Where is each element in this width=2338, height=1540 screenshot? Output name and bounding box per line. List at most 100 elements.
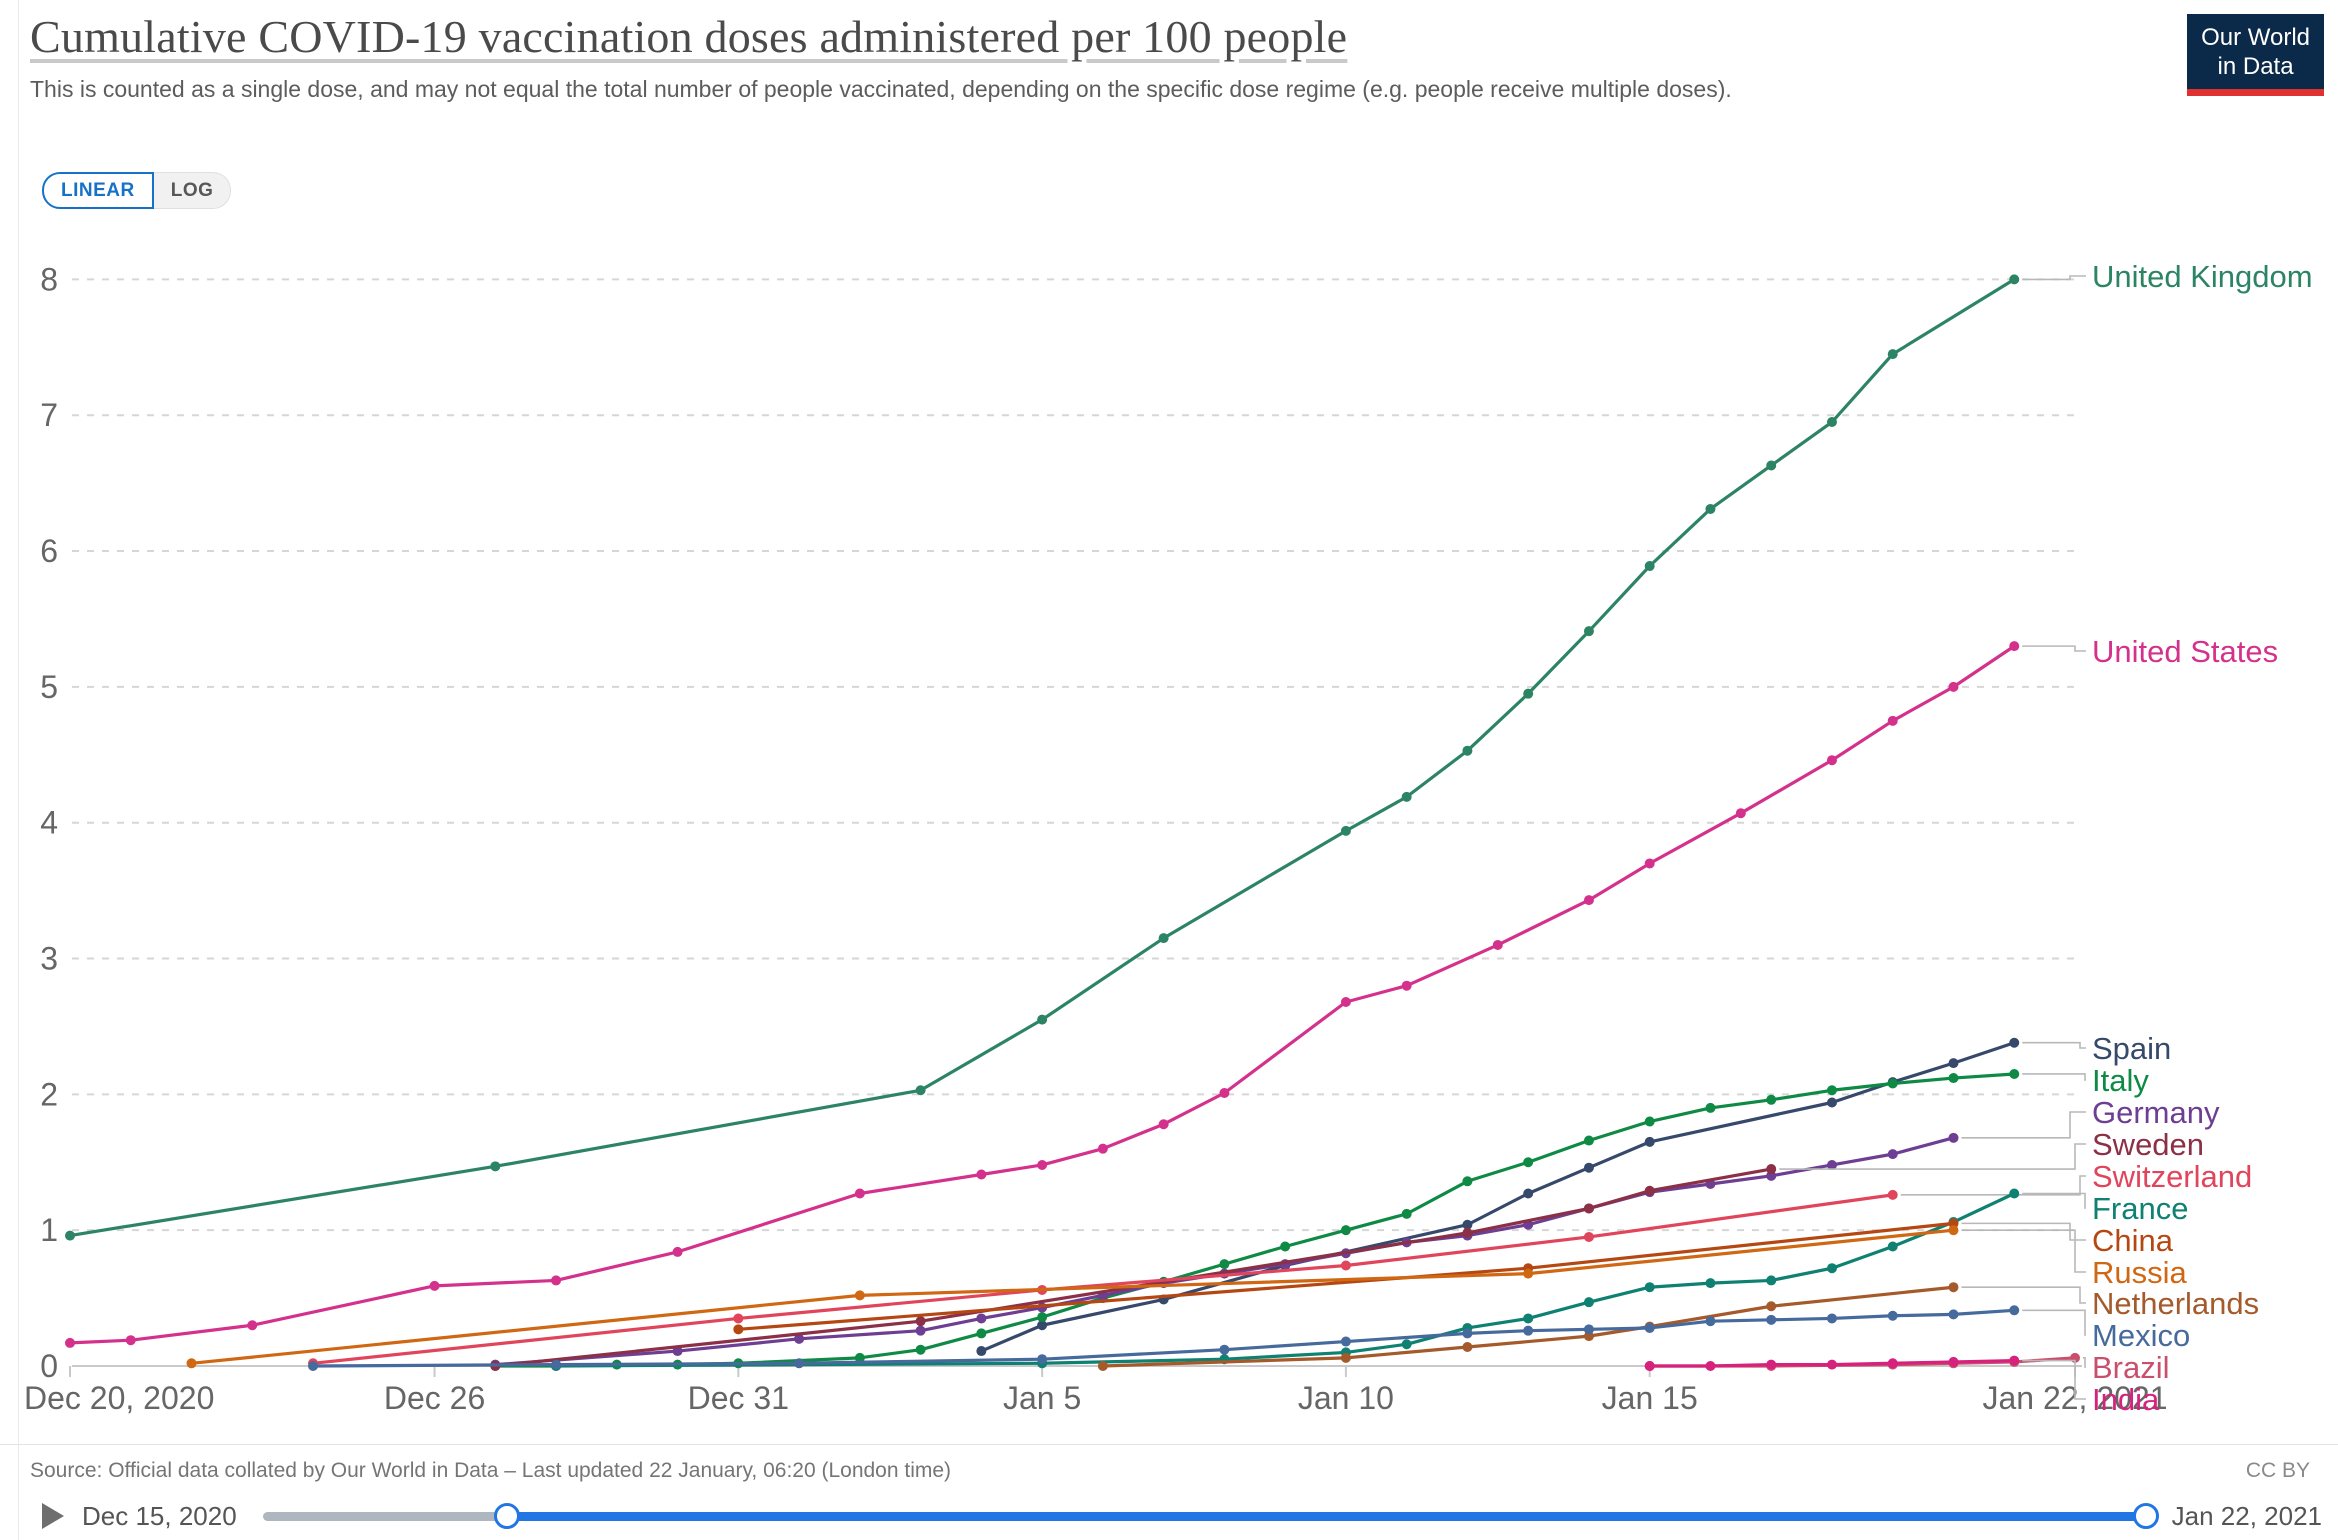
timeline-track[interactable] — [262, 1503, 2159, 1529]
series-label-india[interactable]: India — [2092, 1382, 2160, 1417]
series-dot — [976, 1346, 987, 1357]
series-dot — [1158, 1119, 1169, 1130]
series-label-russia[interactable]: Russia — [2092, 1255, 2188, 1290]
y-tick-label-6: 6 — [40, 533, 58, 569]
series-label-united-kingdom[interactable]: United Kingdom — [2092, 259, 2313, 294]
series-label-france[interactable]: France — [2092, 1191, 2188, 1226]
series-label-brazil[interactable]: Brazil — [2092, 1350, 2170, 1385]
series-dot — [1462, 1176, 1473, 1187]
series-dot — [733, 1324, 744, 1335]
series-line-spain[interactable] — [979, 1041, 2016, 1353]
series-dot — [1523, 688, 1534, 699]
license-link[interactable]: CC BY — [2245, 1459, 2310, 1482]
series-dot — [1887, 1310, 1898, 1321]
series-line-switzerland[interactable] — [311, 1193, 1895, 1365]
series-dot — [1583, 1231, 1594, 1242]
label-connector-united-states — [2022, 645, 2086, 652]
owid-logo-line1: Our World — [2201, 24, 2310, 51]
owid-logo[interactable]: Our World in Data — [2187, 14, 2324, 96]
series-dot — [1340, 825, 1351, 836]
owid-logo-line2: in Data — [2217, 53, 2294, 81]
series-line-sweden[interactable] — [493, 1167, 1773, 1368]
y-tick-label-1: 1 — [40, 1212, 58, 1248]
footer: Source: Official data collated by Our Wo… — [0, 1444, 2338, 1483]
series-line-italy[interactable] — [493, 1072, 2016, 1368]
series-dot — [1462, 1219, 1473, 1230]
series-dot — [1948, 1225, 1959, 1236]
series-label-mexico[interactable]: Mexico — [2092, 1318, 2190, 1353]
series-dot — [976, 1169, 987, 1180]
series-line-mexico[interactable] — [311, 1308, 2016, 1368]
series-dot — [1583, 1324, 1594, 1335]
timeline-start-handle[interactable] — [494, 1503, 521, 1529]
series-dot — [1705, 1316, 1716, 1327]
series-dot — [976, 1328, 987, 1339]
series-label-switzerland[interactable]: Switzerland — [2092, 1159, 2252, 1194]
linear-scale-button[interactable]: LINEAR — [42, 172, 154, 209]
series-dot — [1219, 1344, 1230, 1355]
y-tick-label-2: 2 — [40, 1076, 58, 1112]
label-connector-germany — [1961, 1111, 2086, 1139]
series-dot — [1644, 1282, 1655, 1293]
series-dot — [794, 1333, 805, 1344]
series-dot — [2009, 1037, 2020, 1048]
series-dot — [2009, 1188, 2020, 1199]
series-dot — [551, 1275, 562, 1286]
series-dot — [1705, 1102, 1716, 1113]
series-dot — [1826, 755, 1837, 766]
series-dot — [2009, 641, 2020, 652]
timeline-end-handle[interactable] — [2132, 1503, 2159, 1529]
play-icon[interactable] — [42, 1503, 64, 1529]
series-dot — [1644, 1116, 1655, 1127]
series-label-netherlands[interactable]: Netherlands — [2092, 1286, 2259, 1321]
series-dot — [1826, 1097, 1837, 1108]
series-dot — [65, 1337, 75, 1348]
series-dot — [794, 1358, 805, 1369]
x-tick-label: Jan 10 — [1298, 1380, 1394, 1416]
scale-toggle: LINEAR LOG — [42, 172, 232, 209]
label-connector-france — [2022, 1192, 2086, 1209]
series-label-spain[interactable]: Spain — [2092, 1031, 2171, 1066]
series-dot — [1037, 1320, 1048, 1331]
series-dot — [1948, 1073, 1959, 1084]
series-dot — [125, 1335, 136, 1346]
series-dot — [1735, 808, 1746, 819]
series-dot — [1583, 1162, 1594, 1173]
series-dot — [1766, 1301, 1777, 1312]
series-label-united-states[interactable]: United States — [2092, 634, 2278, 669]
y-tick-label-7: 7 — [40, 397, 58, 433]
series-label-germany[interactable]: Germany — [2092, 1095, 2220, 1130]
series-dot — [1340, 1260, 1351, 1271]
series-dot — [733, 1313, 744, 1324]
timeline-start-label[interactable]: Dec 15, 2020 — [82, 1500, 237, 1531]
series-dot — [1766, 1164, 1777, 1175]
series-dot — [1644, 1322, 1655, 1333]
series-dot — [1462, 1227, 1473, 1238]
log-scale-button[interactable]: LOG — [153, 172, 232, 209]
label-connector-china — [1961, 1222, 2086, 1241]
series-dot — [1887, 1078, 1898, 1089]
label-connector-italy — [2022, 1073, 2086, 1081]
series-line-russia[interactable] — [189, 1228, 1956, 1365]
series-dot — [1401, 1339, 1412, 1350]
series-label-china[interactable]: China — [2092, 1223, 2174, 1258]
series-dot — [1644, 1136, 1655, 1147]
chart-header: Cumulative COVID-19 vaccination doses ad… — [30, 10, 2150, 106]
series-label-italy[interactable]: Italy — [2092, 1063, 2149, 1098]
series-dot — [1583, 895, 1594, 906]
y-tick-label-8: 8 — [40, 261, 58, 297]
chart-subtitle: This is counted as a single dose, and ma… — [30, 76, 1732, 102]
series-dot — [1948, 1132, 1959, 1143]
series-line-united-kingdom[interactable] — [68, 277, 2016, 1238]
timeline-end-label[interactable]: Jan 22, 2021 — [2171, 1500, 2322, 1531]
series-dot — [186, 1358, 197, 1369]
series-dot — [1583, 626, 1594, 637]
series-label-sweden[interactable]: Sweden — [2092, 1127, 2204, 1162]
series-dot — [1158, 933, 1169, 944]
label-connector-spain — [2022, 1041, 2086, 1049]
series-dot — [1523, 1188, 1534, 1199]
series-dot — [1766, 1314, 1777, 1325]
series-line-united-states[interactable] — [68, 644, 2016, 1345]
series-dot — [1887, 1241, 1898, 1252]
line-chart: 0 1 2 3 4 5 6 7 8 Dec 20, 2020 Dec 26 Dec 31 Jan 5 Ja… — [24, 259, 2313, 1417]
